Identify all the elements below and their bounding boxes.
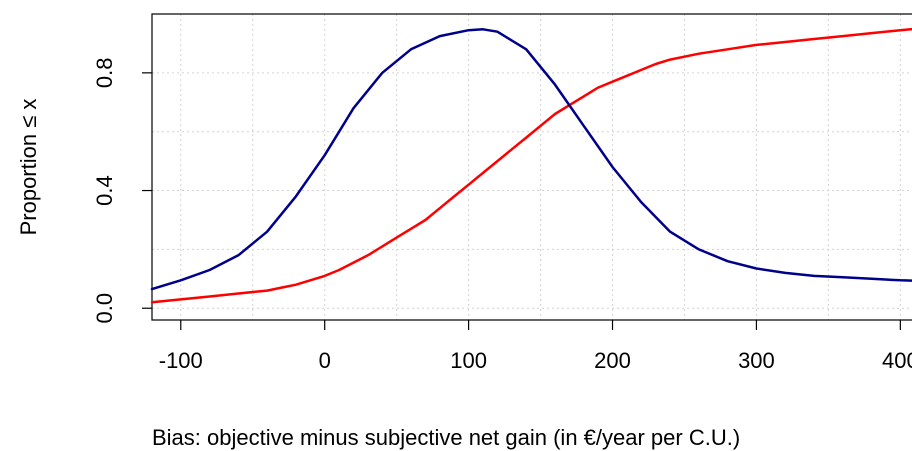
x-tick-label: 300 (738, 348, 775, 373)
y-tick-label: 0.8 (92, 58, 117, 89)
plot-frame (151, 13, 912, 321)
x-tick-label: 0 (319, 348, 331, 373)
y-axis-title: Proportion ≤ x (16, 99, 41, 236)
series-line-1 (150, 27, 912, 304)
y-axis: 0.0 0.4 0.8 (92, 58, 152, 324)
series-line-2 (150, 28, 912, 291)
x-tick-label: -100 (159, 348, 203, 373)
x-axis-title: Bias: objective minus subjective net gai… (152, 425, 740, 450)
x-tick-label: 100 (450, 348, 487, 373)
y-tick-label: 0.0 (92, 293, 117, 324)
series-layer (150, 27, 912, 304)
x-tick-label: 200 (594, 348, 631, 373)
x-tick-label: 400 (882, 348, 912, 373)
x-axis: -100 0 100 200 300 400 (159, 320, 912, 373)
y-tick-label: 0.4 (92, 175, 117, 206)
